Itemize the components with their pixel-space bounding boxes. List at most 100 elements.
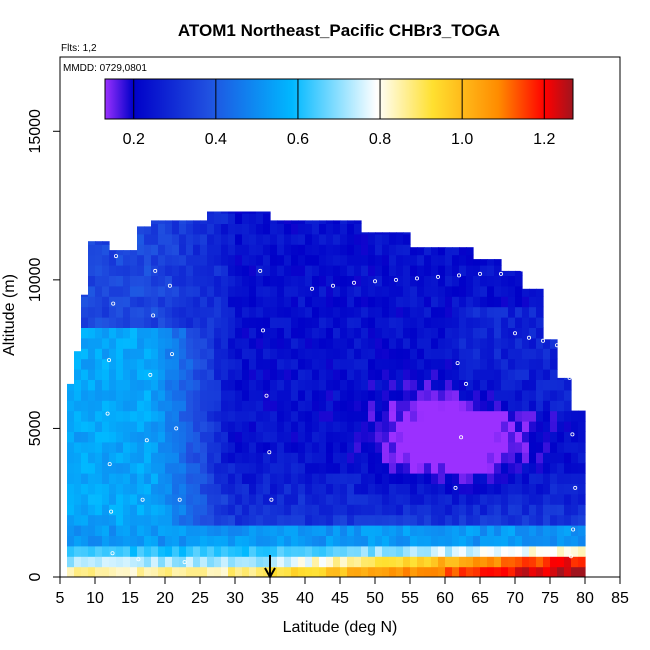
sample-point bbox=[267, 450, 272, 455]
heatmap-cell bbox=[557, 473, 565, 484]
heatmap-cell bbox=[431, 525, 439, 536]
heatmap-cell bbox=[221, 358, 229, 370]
heatmap-cell bbox=[151, 296, 159, 308]
heatmap-cell bbox=[522, 462, 530, 474]
heatmap-cell bbox=[284, 337, 292, 349]
heatmap-cell bbox=[424, 556, 432, 568]
heatmap-cell bbox=[102, 556, 110, 568]
heatmap-cell bbox=[284, 244, 292, 256]
heatmap-cell bbox=[95, 504, 103, 516]
heatmap-cell bbox=[326, 452, 334, 464]
heatmap-cell bbox=[361, 525, 369, 536]
heatmap-cell bbox=[312, 566, 320, 577]
heatmap-cell bbox=[151, 254, 159, 266]
heatmap-cell bbox=[102, 452, 110, 464]
heatmap-cell bbox=[466, 265, 474, 276]
heatmap-cell bbox=[214, 441, 222, 453]
heatmap-cell bbox=[438, 410, 446, 422]
heatmap-cell bbox=[326, 265, 334, 276]
heatmap-cell bbox=[95, 327, 103, 339]
sample-points bbox=[105, 254, 578, 565]
heatmap-cell bbox=[459, 337, 467, 349]
heatmap-cell bbox=[256, 441, 264, 453]
heatmap-cell bbox=[130, 337, 138, 349]
heatmap-cell bbox=[305, 327, 313, 339]
x-tick-label: 5 bbox=[56, 590, 65, 607]
heatmap-cell bbox=[305, 545, 313, 557]
heatmap-cell bbox=[172, 473, 180, 484]
heatmap-cell bbox=[452, 462, 460, 474]
heatmap-cell bbox=[375, 473, 383, 484]
heatmap-cell bbox=[417, 504, 425, 516]
heatmap-cell bbox=[389, 348, 397, 360]
heatmap-cell bbox=[88, 348, 96, 360]
heatmap-cell bbox=[368, 296, 376, 308]
heatmap-cell bbox=[424, 317, 432, 328]
heatmap-cell bbox=[186, 254, 194, 266]
heatmap-cell bbox=[214, 473, 222, 484]
heatmap-cell bbox=[256, 223, 264, 235]
heatmap-cell bbox=[382, 389, 390, 401]
heatmap-cell bbox=[165, 431, 173, 443]
heatmap-cell bbox=[130, 410, 138, 422]
heatmap-cell bbox=[417, 410, 425, 422]
heatmap-cell bbox=[550, 462, 558, 474]
heatmap-cell bbox=[389, 233, 397, 245]
heatmap-cell bbox=[130, 317, 138, 328]
heatmap-cell bbox=[375, 244, 383, 256]
heatmap-cell bbox=[466, 389, 474, 401]
heatmap-cell bbox=[361, 265, 369, 276]
heatmap-cell bbox=[270, 358, 278, 370]
heatmap-cell bbox=[361, 462, 369, 474]
heatmap-cell bbox=[130, 431, 138, 443]
heatmap-cell bbox=[438, 525, 446, 536]
heatmap-cell bbox=[473, 504, 481, 516]
heatmap-cell bbox=[284, 493, 292, 505]
heatmap-cell bbox=[95, 462, 103, 474]
heatmap-cell bbox=[319, 483, 327, 495]
heatmap-cell bbox=[375, 296, 383, 308]
heatmap-cell bbox=[144, 421, 152, 432]
heatmap-cell bbox=[172, 431, 180, 443]
heatmap-cell bbox=[361, 473, 369, 484]
heatmap-cell bbox=[431, 247, 439, 256]
heatmap-cell bbox=[340, 254, 348, 266]
heatmap-cell bbox=[74, 525, 82, 536]
heatmap-cell bbox=[564, 483, 572, 495]
heatmap-cell bbox=[368, 421, 376, 432]
heatmap-cell bbox=[88, 241, 96, 245]
heatmap-cell bbox=[515, 285, 523, 297]
heatmap-cell bbox=[410, 337, 418, 349]
heatmap-cell bbox=[431, 379, 439, 391]
heatmap-cell bbox=[354, 431, 362, 443]
heatmap-cell bbox=[480, 400, 488, 412]
heatmap-cell bbox=[529, 400, 537, 412]
heatmap-cell bbox=[228, 410, 236, 422]
heatmap-cell bbox=[81, 400, 89, 412]
heatmap-cell bbox=[123, 306, 131, 318]
heatmap-cell bbox=[347, 473, 355, 484]
heatmap-cell bbox=[319, 462, 327, 474]
heatmap-cell bbox=[165, 389, 173, 401]
heatmap-cell bbox=[445, 296, 453, 308]
heatmap-cell bbox=[403, 232, 411, 235]
heatmap-cell bbox=[424, 348, 432, 360]
sample-point bbox=[136, 557, 141, 562]
heatmap-cell bbox=[221, 514, 229, 526]
heatmap-cell bbox=[312, 265, 320, 276]
heatmap-cell bbox=[186, 220, 194, 224]
heatmap-cell bbox=[305, 389, 313, 401]
heatmap-cell bbox=[508, 493, 516, 505]
heatmap-cell bbox=[158, 462, 166, 474]
heatmap-cell bbox=[116, 265, 124, 276]
heatmap-cell bbox=[242, 504, 250, 516]
x-axis-label: Latitude (deg N) bbox=[283, 619, 398, 636]
heatmap-cell bbox=[116, 337, 124, 349]
heatmap-cell bbox=[417, 493, 425, 505]
heatmap-cell bbox=[242, 337, 250, 349]
heatmap-cell bbox=[207, 233, 215, 245]
heatmap-cell bbox=[396, 556, 404, 568]
heatmap-cell bbox=[403, 514, 411, 526]
heatmap-cell bbox=[389, 265, 397, 276]
